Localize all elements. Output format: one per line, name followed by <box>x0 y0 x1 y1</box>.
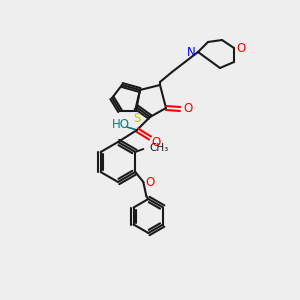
Text: O: O <box>183 103 193 116</box>
Text: CH₃: CH₃ <box>149 143 169 153</box>
Text: O: O <box>236 41 246 55</box>
Text: S: S <box>133 112 141 124</box>
Text: N: N <box>187 46 195 59</box>
Text: O: O <box>146 176 155 190</box>
Text: HO: HO <box>112 118 130 131</box>
Text: O: O <box>152 136 160 148</box>
